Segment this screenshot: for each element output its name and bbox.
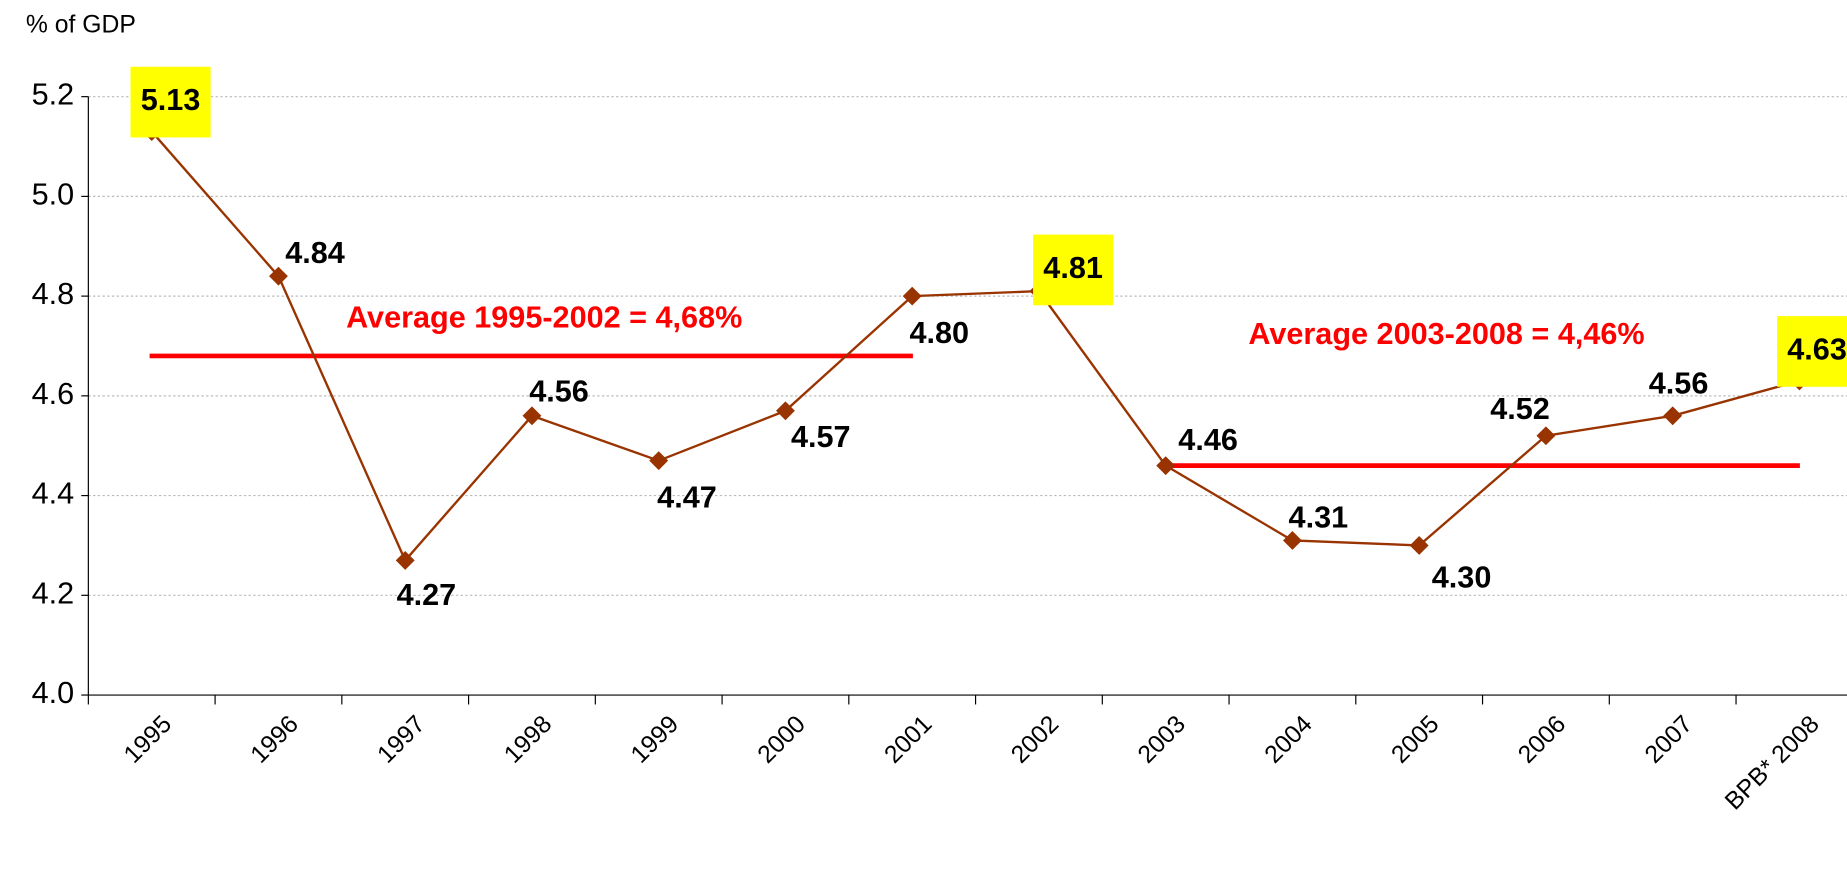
- data-label: 4.56: [529, 375, 589, 409]
- data-label: 5.13: [141, 83, 201, 117]
- x-tick-label: 2004: [1260, 711, 1318, 769]
- marker: [1536, 426, 1556, 446]
- data-label: 4.57: [791, 420, 851, 454]
- x-tick-label: 2003: [1133, 711, 1191, 769]
- y-tick-label: 4.4: [32, 477, 75, 511]
- x-tick-label: 2002: [1006, 711, 1064, 769]
- marker: [1663, 406, 1683, 426]
- data-label: 4.30: [1432, 561, 1492, 595]
- data-label: 4.80: [909, 316, 969, 350]
- label-highlight: [130, 66, 211, 138]
- y-tick-label: 4.2: [32, 576, 75, 610]
- x-tick-label: 1999: [626, 711, 684, 769]
- average-label: Average 1995-2002 = 4,68%: [346, 300, 742, 334]
- x-tick-label: 2000: [753, 711, 811, 769]
- data-label: 4.52: [1490, 392, 1550, 426]
- data-label: 4.81: [1043, 251, 1103, 285]
- x-tick-label: 2001: [880, 711, 938, 769]
- x-tick-label: 1998: [499, 711, 557, 769]
- marker: [522, 406, 542, 426]
- data-label: 4.31: [1289, 500, 1349, 534]
- average-label: Average 2003-2008 = 4,46%: [1248, 317, 1644, 351]
- x-tick-label: 1995: [119, 711, 177, 769]
- line: [150, 130, 1800, 563]
- x-tick-label: 2005: [1387, 711, 1445, 769]
- y-tick-label: 4.8: [32, 277, 75, 311]
- data-label: 4.56: [1649, 366, 1709, 400]
- marker: [649, 451, 669, 471]
- x-tick-label: 2007: [1640, 711, 1698, 769]
- x-tick-label: 2006: [1513, 711, 1571, 769]
- marker: [395, 550, 415, 570]
- data-label: 4.47: [657, 481, 717, 515]
- y-tick-label: 5.0: [32, 177, 75, 211]
- x-tick-label: 1997: [373, 711, 431, 769]
- data-label: 4.46: [1178, 423, 1238, 457]
- marker: [776, 401, 795, 421]
- x-tick-label: BPB* 2008: [1720, 711, 1825, 816]
- x-tick-label: 1996: [246, 711, 304, 769]
- data-label: 4.63: [1787, 333, 1847, 367]
- label-highlight: [1033, 234, 1114, 306]
- marker: [1283, 531, 1302, 550]
- marker: [902, 286, 922, 306]
- label-highlight: [1777, 316, 1847, 387]
- y-tick-label: 4.0: [32, 676, 75, 710]
- y-tick-label: 4.6: [32, 377, 75, 411]
- data-label: 4.27: [397, 578, 457, 612]
- marker: [1156, 456, 1176, 476]
- marker: [1409, 536, 1429, 555]
- y-axis-label: % of GDP: [26, 12, 136, 39]
- y-tick-label: 5.2: [32, 78, 75, 112]
- data-label: 4.84: [285, 236, 345, 270]
